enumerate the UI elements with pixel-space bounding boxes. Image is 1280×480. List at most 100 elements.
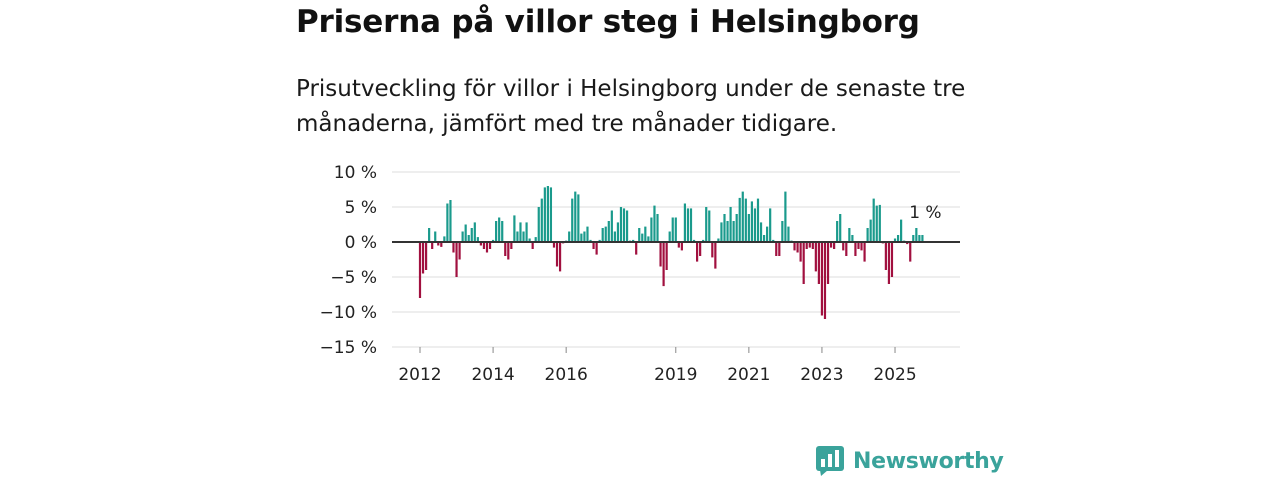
y-tick-label: −5 % <box>330 268 377 288</box>
bar <box>692 239 696 242</box>
bar <box>510 242 513 249</box>
bar <box>683 203 687 242</box>
bar <box>686 208 690 242</box>
bar <box>531 242 534 249</box>
bar <box>729 207 732 242</box>
bar <box>717 238 720 242</box>
bar <box>857 242 860 249</box>
bar <box>732 221 735 242</box>
bar <box>711 242 714 258</box>
bar <box>424 242 428 270</box>
bar <box>900 219 903 242</box>
bar <box>549 187 553 242</box>
bar <box>428 228 431 242</box>
bar <box>896 235 900 242</box>
bar <box>470 228 473 242</box>
bar <box>750 201 753 242</box>
bar <box>458 242 461 260</box>
bar <box>583 231 586 242</box>
bar <box>580 233 583 242</box>
bar <box>488 242 492 249</box>
bar <box>516 231 519 242</box>
bar <box>434 231 437 242</box>
bar <box>625 210 629 242</box>
bar <box>854 242 857 256</box>
bar <box>851 235 854 242</box>
bar <box>552 242 556 248</box>
bar <box>513 215 516 242</box>
bar <box>501 221 504 242</box>
last-value-label: 1 % <box>909 203 941 223</box>
bar <box>872 198 875 242</box>
bar <box>720 222 723 242</box>
bar <box>519 222 522 242</box>
bar <box>766 226 769 242</box>
bar <box>753 208 757 242</box>
bar <box>638 228 641 242</box>
y-tick-label: 0 % <box>345 233 377 253</box>
bar <box>689 208 693 242</box>
x-tick-label: 2014 <box>471 365 514 385</box>
bar <box>814 242 817 272</box>
bar <box>607 221 610 242</box>
bar <box>498 217 501 242</box>
bar <box>431 242 434 249</box>
axes <box>392 241 960 353</box>
bar <box>534 237 537 242</box>
bar <box>772 239 775 242</box>
bar <box>787 226 790 242</box>
bar <box>884 242 887 270</box>
bar <box>421 242 425 274</box>
bar-series <box>418 186 924 319</box>
bar <box>473 222 476 242</box>
bar <box>641 233 644 242</box>
bar <box>759 222 763 242</box>
bar <box>784 191 787 242</box>
bar <box>613 231 616 242</box>
bar <box>705 207 708 242</box>
x-tick-label: 2012 <box>398 365 441 385</box>
bar <box>479 242 482 246</box>
bar <box>476 237 479 242</box>
bar <box>906 242 909 245</box>
bar <box>571 198 574 242</box>
bar <box>537 207 540 242</box>
bar <box>558 242 562 272</box>
bar <box>702 239 705 242</box>
bar <box>592 242 595 249</box>
bar <box>762 235 766 242</box>
bar <box>741 191 744 242</box>
bar <box>610 210 613 242</box>
bar <box>574 191 577 242</box>
bar <box>677 242 680 248</box>
bar <box>440 242 443 247</box>
bar <box>833 242 836 249</box>
y-tick-label: −15 % <box>320 338 377 358</box>
bar <box>714 242 717 269</box>
bar <box>781 221 784 242</box>
bar <box>793 242 796 251</box>
bar <box>495 221 498 242</box>
bar <box>836 221 839 242</box>
bar <box>632 239 635 242</box>
bar <box>656 214 659 242</box>
bar <box>659 242 662 267</box>
bar <box>601 228 604 242</box>
brand-logo[interactable]: Newsworthy <box>815 444 1004 478</box>
bar <box>680 242 683 251</box>
bar <box>878 204 881 242</box>
bar <box>464 224 467 242</box>
bar <box>890 242 894 277</box>
bar <box>845 242 848 256</box>
bar <box>915 228 918 242</box>
x-tick-label: 2019 <box>654 365 697 385</box>
bar <box>644 226 647 242</box>
bar <box>912 235 915 242</box>
bar <box>817 242 820 284</box>
bar <box>443 236 446 242</box>
x-tick-label: 2025 <box>873 365 916 385</box>
bar <box>699 242 702 256</box>
bar <box>491 239 495 242</box>
bar <box>829 242 833 248</box>
